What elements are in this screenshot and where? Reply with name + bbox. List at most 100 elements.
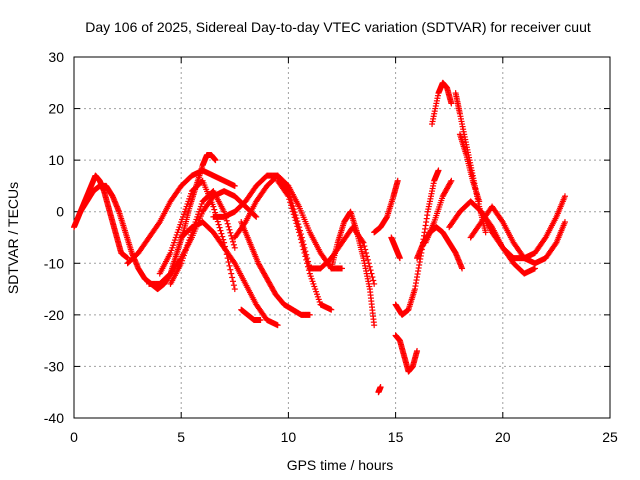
data-point-marker [155, 220, 162, 227]
data-point-marker [230, 278, 237, 285]
data-point-marker [364, 256, 371, 263]
series-arc3 [124, 167, 238, 267]
data-point-marker [297, 236, 304, 243]
data-point-marker [218, 230, 225, 237]
data-point-marker [227, 229, 234, 236]
data-point-marker [290, 211, 297, 218]
y-tick-label: -40 [44, 410, 64, 426]
data-point-marker [231, 286, 238, 293]
data-point-marker [300, 246, 307, 253]
y-tick-label: 30 [48, 49, 64, 65]
data-point-marker [293, 220, 300, 227]
data-point-marker [288, 205, 295, 212]
data-point-marker [215, 221, 222, 228]
data-point-marker [306, 311, 313, 318]
y-tick-label: -20 [44, 307, 64, 323]
plot-frame [73, 56, 611, 419]
data-point-marker [221, 208, 228, 215]
data-point-marker [371, 280, 378, 287]
data-point-marker [210, 203, 217, 210]
data-point-marker [285, 193, 292, 200]
data-point-marker [252, 213, 259, 220]
data-point-marker [302, 253, 309, 260]
data-point-marker [288, 202, 295, 209]
x-tick-label: 25 [602, 429, 618, 445]
y-tick-label: 20 [48, 101, 64, 117]
data-point-marker [228, 270, 235, 277]
series-arc7 [178, 219, 281, 329]
data-point-marker [291, 214, 298, 221]
data-point-marker [363, 249, 370, 256]
y-tick-label: -10 [44, 255, 64, 271]
ticks: 0 5 10 15 20 25 -40 -30 -20 -10 0 10 20 30 [44, 49, 618, 445]
data-point-marker [292, 217, 299, 224]
data-point-marker [224, 220, 231, 227]
series-arc11 [238, 306, 264, 324]
data-point-marker [219, 233, 226, 240]
x-tick-label: 5 [177, 429, 185, 445]
series-arc15 [371, 177, 401, 236]
data-point-marker [274, 322, 281, 329]
data-point-marker [230, 241, 237, 248]
series-arc17 [388, 234, 403, 262]
data-point-marker [366, 263, 373, 270]
data-point-marker [303, 256, 310, 263]
x-tick-label: 20 [495, 429, 511, 445]
data-point-marker [227, 266, 234, 273]
data-point-marker [339, 265, 345, 272]
data-point-marker [328, 306, 335, 313]
data-point-marker [377, 384, 384, 391]
y-tick-label: -30 [44, 358, 64, 374]
data-point-marker [231, 182, 238, 189]
data-point-marker [294, 223, 301, 230]
data-point-marker [298, 239, 305, 246]
data-point-marker [289, 208, 296, 215]
series-arc12 [274, 177, 335, 313]
data-point-marker [230, 258, 237, 265]
data-point-marker [229, 235, 236, 242]
data-point-marker [231, 244, 238, 251]
data-point-marker [369, 274, 376, 281]
data-point-marker [212, 157, 219, 164]
data-point-marker [287, 199, 294, 206]
data-point-marker [257, 317, 264, 324]
data-point-marker [225, 258, 232, 265]
data-point-marker [217, 227, 224, 234]
series-arc16 [375, 384, 384, 396]
data-point-marker [304, 260, 311, 267]
series-arc6 [156, 177, 238, 293]
data-point-marker [295, 226, 302, 233]
series-arc14 [328, 208, 378, 329]
data-point-marker [299, 243, 306, 250]
data-points [71, 79, 568, 396]
y-tick-label: 10 [48, 152, 64, 168]
data-point-marker [297, 232, 304, 239]
data-point-marker [253, 213, 260, 220]
data-point-marker [361, 243, 368, 250]
data-point-marker [230, 238, 237, 245]
data-point-marker [226, 226, 233, 233]
data-point-marker [394, 177, 401, 184]
series-arc10 [238, 219, 313, 318]
data-point-marker [230, 282, 237, 289]
x-tick-label: 10 [281, 429, 297, 445]
x-tick-label: 15 [388, 429, 404, 445]
data-point-marker [211, 206, 218, 213]
data-point-marker [296, 229, 303, 236]
data-point-marker [301, 249, 308, 256]
data-point-marker [284, 191, 291, 198]
data-point-marker [226, 262, 233, 269]
data-point-marker [223, 217, 230, 224]
grid [74, 57, 610, 418]
data-point-marker [229, 274, 236, 281]
y-tick-label: 0 [56, 204, 64, 220]
data-point-marker [396, 255, 403, 262]
x-tick-label: 0 [70, 429, 78, 445]
data-point-marker [371, 322, 378, 329]
series-arc18 [392, 332, 421, 375]
data-point-marker [286, 196, 293, 203]
data-point-marker [216, 224, 223, 231]
data-point-marker [370, 277, 377, 284]
data-point-marker [225, 223, 232, 230]
